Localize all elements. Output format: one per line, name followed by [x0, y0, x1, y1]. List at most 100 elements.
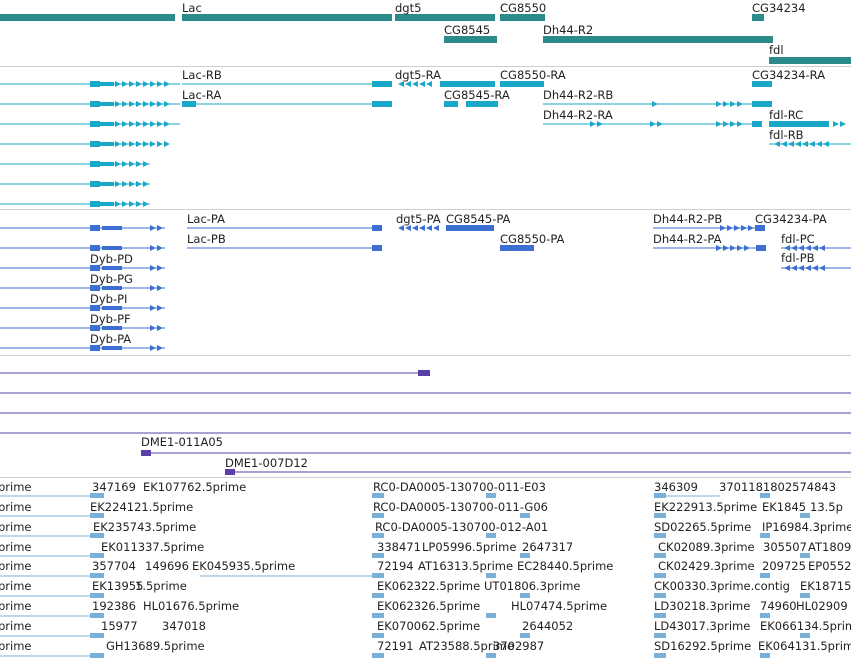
est-label[interactable]: 347018	[162, 619, 206, 633]
gene-label-cg8545[interactable]: CG8545	[444, 23, 491, 37]
protein-label-dh44-r2-pb[interactable]: Dh44-R2-PB	[653, 212, 723, 226]
est-label[interactable]: CK02429.3prime	[658, 559, 755, 573]
est-label[interactable]: LP05996.5prime	[422, 540, 517, 554]
feature-block[interactable]	[500, 245, 534, 251]
strand-arrow[interactable]	[784, 245, 790, 251]
est-block[interactable]	[90, 573, 104, 578]
strand-arrow[interactable]	[143, 201, 149, 207]
protein-label-dyb-pg[interactable]: Dyb-PG	[90, 272, 133, 286]
strand-arrow[interactable]	[650, 121, 656, 127]
feature-block[interactable]	[752, 81, 772, 87]
est-block[interactable]	[486, 653, 496, 658]
gene-bar[interactable]	[444, 36, 497, 43]
est-block[interactable]	[760, 653, 770, 658]
strand-arrow[interactable]	[157, 305, 163, 311]
strand-arrow[interactable]	[788, 141, 794, 147]
gene-bar[interactable]	[182, 14, 392, 21]
strand-arrow[interactable]	[150, 245, 156, 251]
strand-arrow[interactable]	[136, 201, 142, 207]
est-label[interactable]: EK064131.5prime	[758, 639, 851, 653]
est-label[interactable]: EK066134.5prime	[760, 619, 851, 633]
protein-label-fdl-pb[interactable]: fdl-PB	[781, 251, 815, 265]
feature-block[interactable]	[90, 181, 100, 187]
est-block[interactable]	[486, 613, 496, 618]
strand-arrow[interactable]	[730, 101, 736, 107]
strand-arrow[interactable]	[809, 141, 815, 147]
strand-arrow[interactable]	[136, 101, 142, 107]
est-block[interactable]	[800, 593, 810, 598]
feature-block[interactable]	[500, 81, 544, 87]
strand-arrow[interactable]	[657, 121, 663, 127]
strand-arrow[interactable]	[129, 161, 135, 167]
est-label[interactable]: EK011337.5prime	[101, 540, 205, 554]
strand-arrow[interactable]	[412, 81, 418, 87]
gene-bar[interactable]	[543, 36, 773, 43]
feature-block[interactable]	[90, 245, 100, 251]
est-block[interactable]	[654, 593, 666, 598]
est-label[interactable]: AT16313.5prime	[418, 559, 514, 573]
gene-label-cg8550[interactable]: CG8550	[500, 1, 547, 15]
est-label[interactable]: CK02089.3prime	[658, 540, 755, 554]
strand-arrow[interactable]	[652, 101, 658, 107]
strand-arrow[interactable]	[115, 101, 121, 107]
est-label[interactable]: EK062322.5prime	[377, 579, 481, 593]
clone-end[interactable]	[418, 370, 430, 376]
strand-arrow[interactable]	[150, 285, 156, 291]
strand-arrow[interactable]	[157, 101, 163, 107]
est-block[interactable]	[90, 513, 104, 518]
est-label[interactable]: 2644052	[522, 619, 574, 633]
est-block[interactable]	[486, 573, 496, 578]
est-block[interactable]	[654, 633, 666, 638]
strand-arrow[interactable]	[129, 141, 135, 147]
est-block[interactable]	[90, 633, 104, 638]
est-label[interactable]: 209725	[762, 559, 806, 573]
est-label[interactable]: UT01806.3prime	[484, 579, 581, 593]
est-block[interactable]	[760, 613, 770, 618]
strand-arrow[interactable]	[150, 305, 156, 311]
strand-arrow[interactable]	[157, 285, 163, 291]
strand-arrow[interactable]	[723, 121, 729, 127]
strand-arrow[interactable]	[737, 245, 743, 251]
gene-label-lac[interactable]: Lac	[182, 1, 202, 15]
est-label[interactable]: SD02265.5prime	[654, 520, 752, 534]
strand-arrow[interactable]	[115, 161, 121, 167]
est-label[interactable]: prime	[0, 480, 32, 494]
gene-bar[interactable]	[752, 14, 764, 21]
protein-label-lac-pb[interactable]: Lac-PB	[187, 232, 226, 246]
feature-block[interactable]	[752, 101, 772, 107]
strand-arrow[interactable]	[150, 141, 156, 147]
est-label[interactable]: EK18715	[800, 579, 851, 593]
protein-label-fdl-pc[interactable]: fdl-PC	[781, 232, 815, 246]
est-block[interactable]	[372, 593, 384, 598]
feature-block[interactable]	[182, 101, 196, 107]
est-block[interactable]	[760, 533, 770, 538]
est-label[interactable]: 192386	[92, 599, 136, 613]
strand-arrow[interactable]	[734, 225, 740, 231]
strand-arrow[interactable]	[150, 121, 156, 127]
est-label[interactable]: EK224121.5prime	[90, 500, 194, 514]
strand-arrow[interactable]	[157, 245, 163, 251]
est-block[interactable]	[90, 613, 104, 618]
gene-bar[interactable]	[0, 14, 175, 21]
strand-arrow[interactable]	[136, 121, 142, 127]
protein-label-dh44-r2-pa[interactable]: Dh44-R2-PA	[653, 232, 722, 246]
strand-arrow[interactable]	[823, 141, 829, 147]
est-label[interactable]: HL02909	[796, 599, 848, 613]
est-block[interactable]	[654, 553, 666, 558]
transcript-label-fdl-rc[interactable]: fdl-RC	[769, 108, 804, 122]
est-block[interactable]	[90, 553, 104, 558]
est-block[interactable]	[372, 533, 384, 538]
protein-label-cg8545-pa[interactable]: CG8545-PA	[446, 212, 511, 226]
strand-arrow[interactable]	[590, 121, 596, 127]
strand-arrow[interactable]	[122, 181, 128, 187]
feature-block[interactable]	[446, 225, 494, 231]
est-label[interactable]: EK235743.5prime	[93, 520, 197, 534]
transcript-label-dgt5-ra[interactable]: dgt5-RA	[395, 68, 441, 82]
strand-arrow[interactable]	[405, 81, 411, 87]
strand-arrow[interactable]	[122, 81, 128, 87]
clone-end[interactable]	[141, 450, 151, 456]
est-label[interactable]: SD16292.5prime	[654, 639, 752, 653]
est-block[interactable]	[800, 633, 810, 638]
strand-arrow[interactable]	[737, 121, 743, 127]
